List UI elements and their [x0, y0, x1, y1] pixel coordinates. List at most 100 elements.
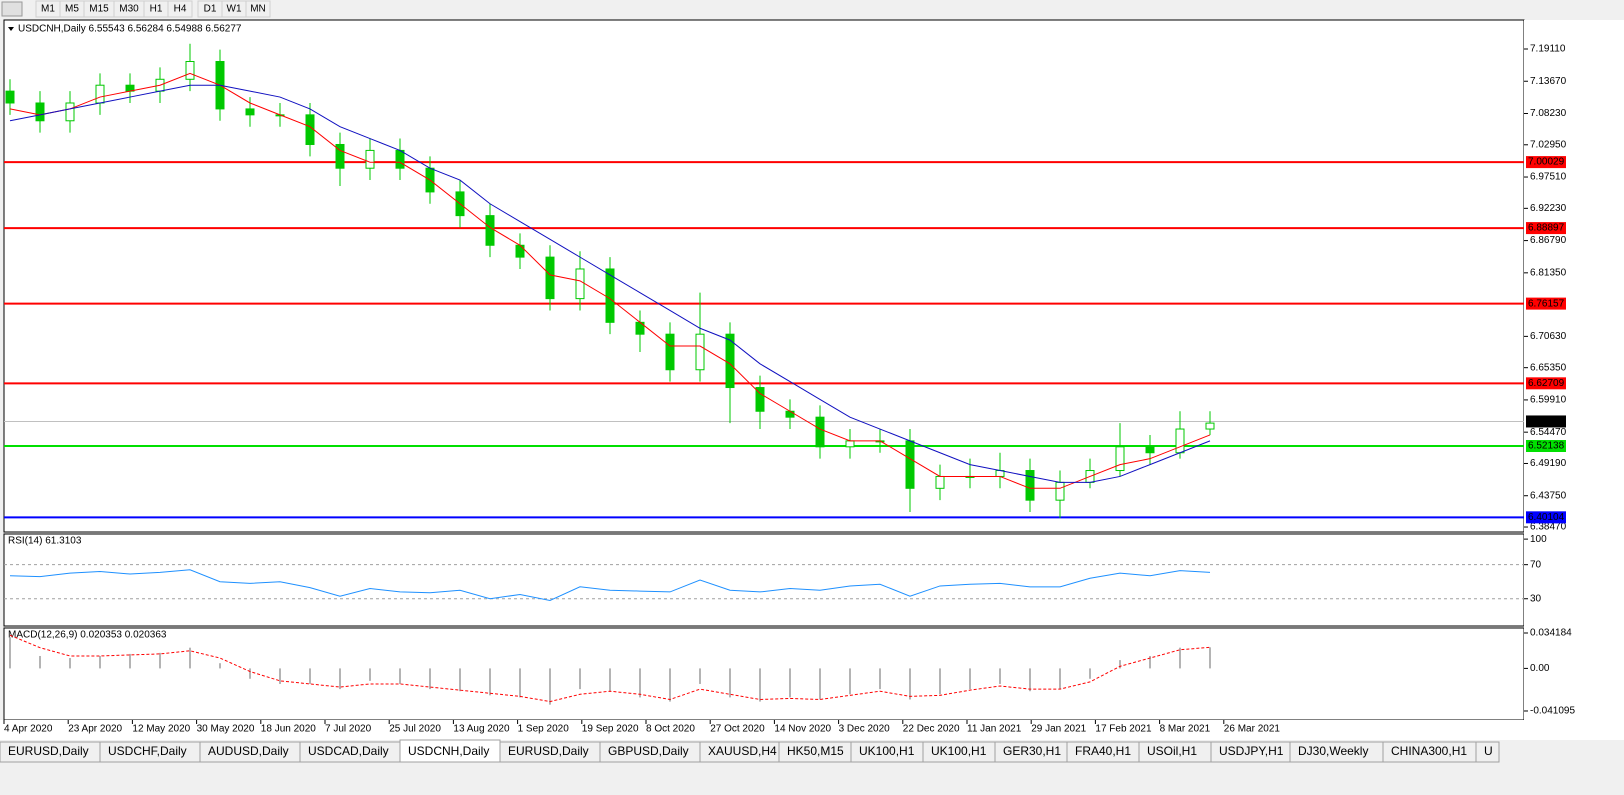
timeframe-label[interactable]: D1	[204, 4, 217, 15]
tab-label[interactable]: U	[1484, 744, 1493, 758]
x-tick-label: 7 Jul 2020	[325, 724, 372, 735]
timeframe-button[interactable]	[245, 0, 271, 18]
level-label-box	[1526, 439, 1566, 452]
x-tick-label: 8 Oct 2020	[646, 724, 695, 735]
macd-bar	[1179, 647, 1181, 669]
level-label-box	[1526, 297, 1566, 310]
tab-label[interactable]: FRA40,H1	[1075, 744, 1131, 758]
candle-body	[665, 333, 675, 371]
y-tick-label: 30	[1530, 593, 1542, 604]
tab-label[interactable]: UK100,H1	[931, 744, 987, 758]
tab-label[interactable]: EURUSD,Daily	[508, 744, 589, 758]
x-tick-label: 12 May 2020	[132, 724, 190, 735]
rsi-line	[9, 569, 1211, 601]
y-tick-label: -0.041095	[1530, 706, 1575, 717]
macd-bar	[879, 668, 881, 690]
tab-label[interactable]: UK100,H1	[859, 744, 915, 758]
macd-bar	[849, 668, 851, 695]
candle-body	[515, 244, 525, 258]
y-tick-label: 7.13670	[1530, 76, 1567, 87]
rsi-title: RSI(14) 61.3103	[8, 536, 82, 547]
tab-label[interactable]: EURUSD,Daily	[8, 744, 89, 758]
candle-body	[785, 410, 795, 418]
y-tick-label: 6.97510	[1530, 172, 1567, 183]
level-label-box	[1526, 222, 1566, 235]
rsi-panel	[3, 533, 1525, 627]
macd-bar	[489, 668, 491, 696]
candle-body	[695, 333, 705, 371]
candle-body	[1025, 470, 1035, 501]
y-tick-label: 7.08230	[1530, 108, 1567, 119]
level-label: 6.88897	[1528, 223, 1565, 234]
timeframe-label[interactable]: M30	[119, 4, 139, 15]
macd-bar	[129, 653, 131, 669]
y-tick-label: 0.034184	[1530, 628, 1572, 639]
tab-label[interactable]: USOil,H1	[1147, 744, 1197, 758]
macd-bar	[549, 668, 551, 705]
macd-bar	[759, 668, 761, 702]
macd-bar	[309, 668, 311, 684]
macd-bar	[219, 663, 221, 669]
x-tick-label: 4 Apr 2020	[4, 724, 53, 735]
tab-label[interactable]: CHINA300,H1	[1391, 744, 1467, 758]
tab-label[interactable]: USDCHF,Daily	[108, 744, 187, 758]
toolbar-icon[interactable]	[1, 1, 23, 17]
timeframe-label[interactable]: H1	[150, 4, 163, 15]
tab-label[interactable]: DJ30,Weekly	[1298, 744, 1368, 758]
timeframe-label[interactable]: MN	[250, 4, 266, 15]
tab-label[interactable]: USDCAD,Daily	[308, 744, 389, 758]
candle-body	[5, 90, 15, 104]
y-tick-label: 6.43750	[1530, 490, 1567, 501]
x-tick-label: 17 Feb 2021	[1095, 724, 1152, 735]
candle-body	[545, 256, 555, 300]
timeframe-label[interactable]: H4	[174, 4, 187, 15]
candle-body	[1205, 422, 1215, 430]
x-tick-label: 29 Jan 2021	[1031, 724, 1086, 735]
y-tick-label: 70	[1530, 559, 1542, 570]
timeframe-label[interactable]: M15	[89, 4, 109, 15]
time-axis	[0, 720, 1624, 740]
tab[interactable]	[1475, 741, 1500, 763]
macd-bar	[399, 668, 401, 684]
tab-label[interactable]: GBPUSD,Daily	[608, 744, 689, 758]
y-tick-label: 0.00	[1530, 663, 1550, 674]
macd-bar	[669, 668, 671, 702]
candle-body	[1115, 446, 1125, 472]
tab-label[interactable]: GER30,H1	[1003, 744, 1061, 758]
macd-bar	[639, 668, 641, 698]
macd-bar	[339, 668, 341, 690]
chart-title: USDCNH,Daily 6.55543 6.56284 6.54988 6.5…	[18, 24, 242, 35]
y-tick-label: 6.38470	[1530, 522, 1567, 533]
macd-bar	[1059, 668, 1061, 690]
macd-title: MACD(12,26,9) 0.020353 0.020363	[8, 630, 167, 641]
x-tick-label: 3 Dec 2020	[839, 724, 891, 735]
tab-label[interactable]: HK50,M15	[787, 744, 844, 758]
tab-label[interactable]: XAUUSD,H4	[708, 744, 777, 758]
macd-bar	[39, 655, 41, 669]
moving-average	[9, 84, 1211, 483]
timeframe-label[interactable]: M5	[65, 4, 79, 15]
tab-label[interactable]: USDCNH,Daily	[408, 744, 489, 758]
y-tick-label: 6.65350	[1530, 362, 1567, 373]
macd-bar	[429, 668, 431, 690]
macd-bar	[249, 668, 251, 679]
candle-body	[245, 108, 255, 116]
level-label-box	[1526, 511, 1566, 524]
candle-body	[65, 102, 75, 122]
tab-label[interactable]: USDJPY,H1	[1219, 744, 1284, 758]
tab-label[interactable]: AUDUSD,Daily	[208, 744, 289, 758]
x-tick-label: 13 Aug 2020	[453, 724, 510, 735]
last-price-box	[1526, 415, 1566, 428]
x-tick-label: 23 Apr 2020	[68, 724, 122, 735]
x-tick-label: 11 Jan 2021	[967, 724, 1022, 735]
candle-body	[1055, 481, 1065, 501]
y-tick-label: 6.54470	[1530, 427, 1567, 438]
level-label: 6.40104	[1528, 512, 1565, 523]
level-label: 6.62709	[1528, 378, 1565, 389]
timeframe-label[interactable]: W1	[227, 4, 242, 15]
timeframe-button[interactable]	[167, 0, 193, 18]
candle-body	[605, 268, 615, 323]
candle-body	[1175, 428, 1185, 454]
timeframe-label[interactable]: M1	[41, 4, 55, 15]
